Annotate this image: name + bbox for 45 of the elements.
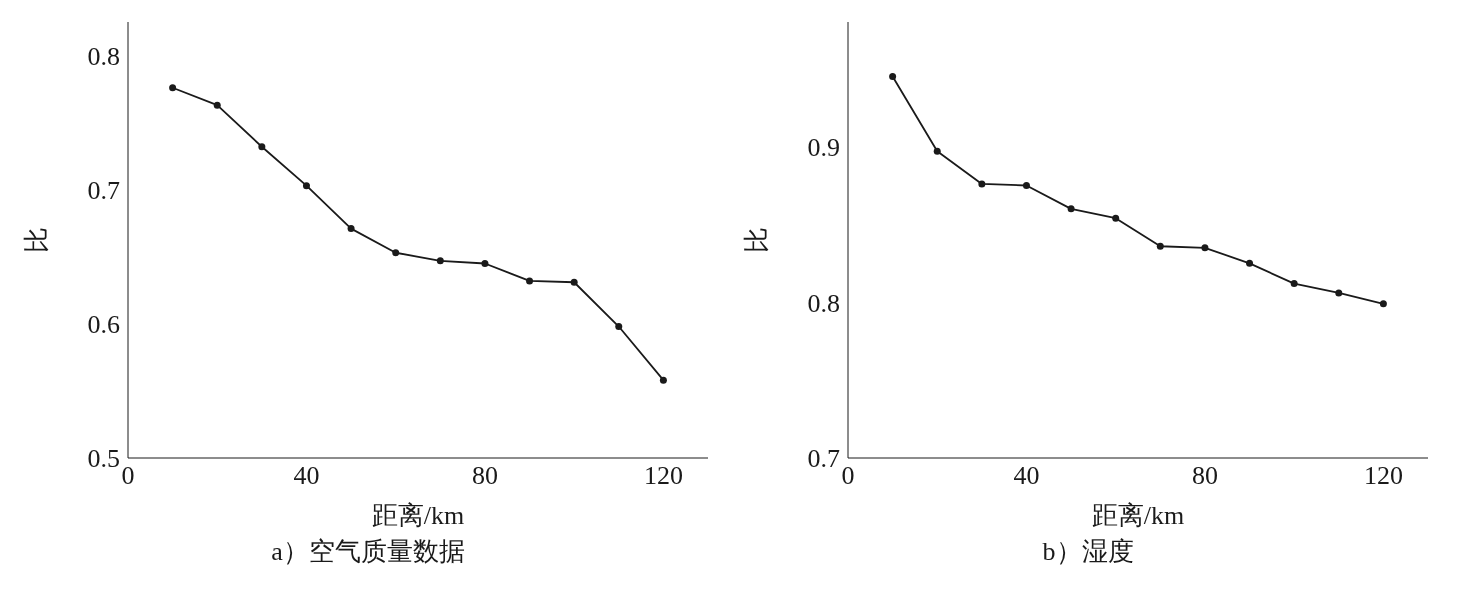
point xyxy=(1201,244,1209,252)
x-tick-label: 120 xyxy=(1363,461,1403,491)
point xyxy=(978,180,986,188)
point xyxy=(1379,300,1387,308)
x-tick-label: 0 xyxy=(841,461,855,491)
text: b）湿度 xyxy=(1041,536,1135,568)
y-tick-label: 0.7 xyxy=(87,175,120,205)
y-tick-label: 0.8 xyxy=(87,41,120,71)
x-axis-title: 距离/km xyxy=(371,501,465,530)
x-tick-label: 120 xyxy=(643,461,683,491)
point xyxy=(526,277,534,285)
point xyxy=(1246,259,1254,267)
point xyxy=(933,147,941,155)
point xyxy=(302,182,310,190)
point xyxy=(1156,242,1164,250)
point xyxy=(481,259,489,267)
point xyxy=(615,323,623,331)
y-tick-label: 0.7 xyxy=(807,444,840,474)
point xyxy=(1022,182,1030,189)
point xyxy=(169,84,177,92)
point xyxy=(659,376,667,384)
text: a）空气质量数据 xyxy=(270,536,466,568)
x-axis-title: 距离/km xyxy=(1091,501,1185,530)
y-tick-label: 0.5 xyxy=(87,444,120,474)
x-tick-label: 80 xyxy=(471,461,498,491)
point xyxy=(213,101,221,109)
point xyxy=(392,249,400,257)
x-tick-label: 80 xyxy=(1191,461,1218,491)
point xyxy=(347,225,355,233)
point xyxy=(570,278,578,286)
point xyxy=(1290,280,1298,288)
point xyxy=(436,257,444,265)
y-tick-label: 0.6 xyxy=(87,310,120,340)
y-axis-title: 比 xyxy=(742,227,772,253)
point xyxy=(889,73,897,80)
point xyxy=(1335,289,1343,297)
y-tick-label: 0.9 xyxy=(807,132,840,162)
y-tick-label: 0.8 xyxy=(807,288,840,318)
point xyxy=(1067,205,1075,213)
x-tick-label: 40 xyxy=(293,461,320,491)
point xyxy=(258,143,266,151)
y-axis-title: 比 xyxy=(22,227,52,253)
point xyxy=(1112,214,1120,222)
x-tick-label: 40 xyxy=(1013,461,1040,491)
x-tick-label: 0 xyxy=(121,461,135,491)
